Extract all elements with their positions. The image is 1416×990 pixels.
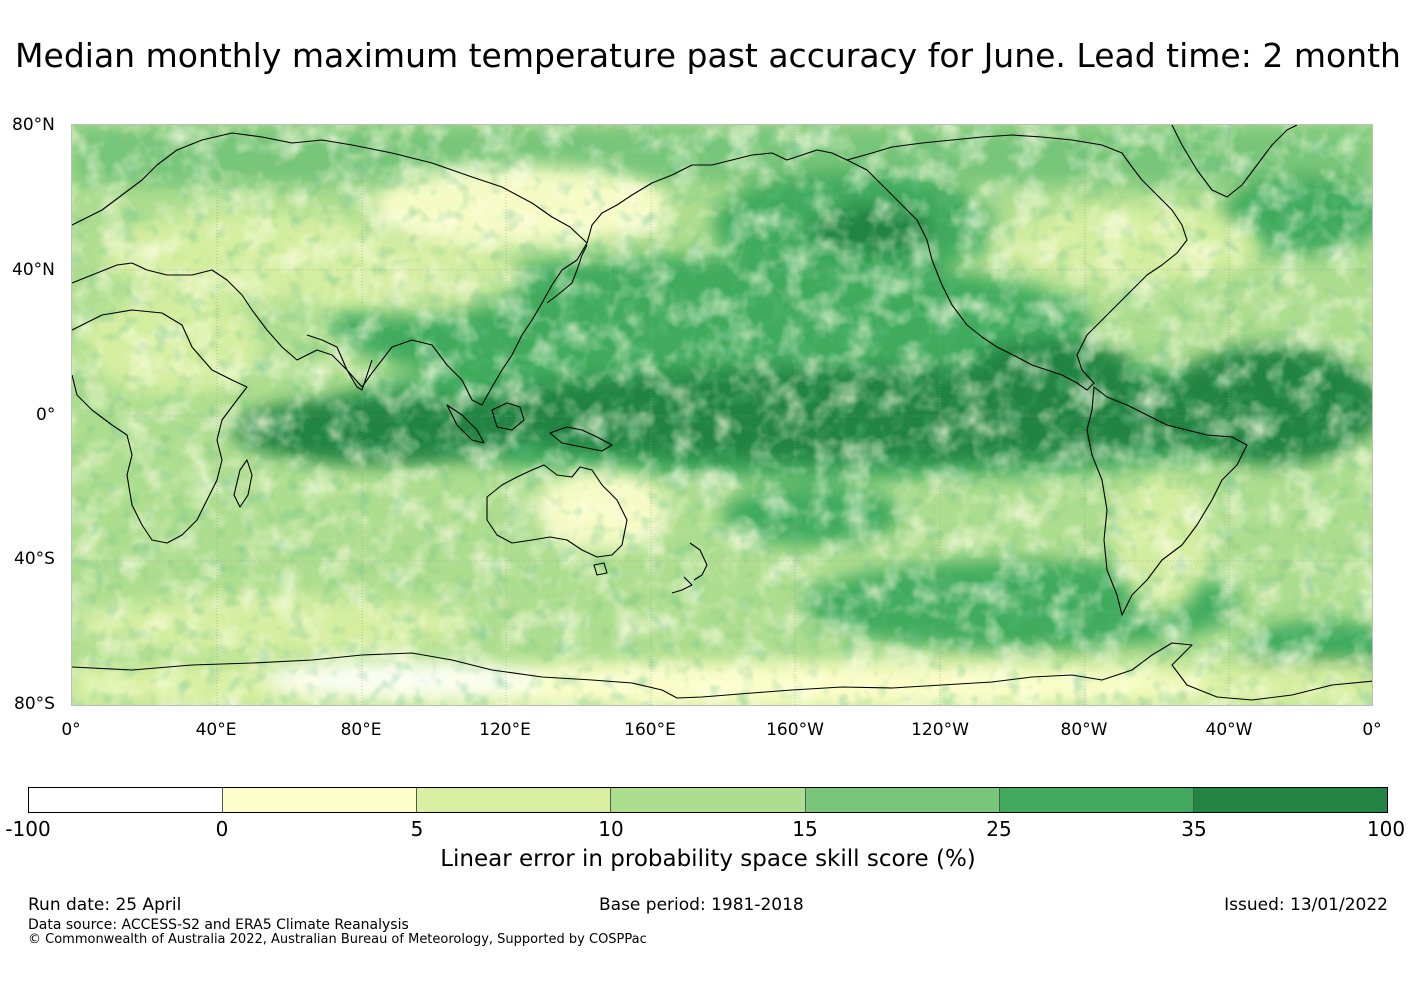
colorbar-tick: 15	[792, 817, 818, 841]
coastline-new-guinea	[549, 426, 613, 452]
colorbar-segment-7	[1192, 788, 1387, 812]
colorbar-tick: 0	[215, 817, 229, 841]
lon-label-120e: 120°E	[479, 720, 531, 740]
run-date: Run date: 25 April	[28, 895, 182, 915]
skill-score-map	[71, 124, 1373, 706]
lon-label-0-east: 0°	[1362, 720, 1382, 740]
coastline-south-america	[1086, 386, 1248, 616]
speckle-dark	[72, 125, 1372, 705]
coastline-tasmania	[593, 562, 608, 576]
lat-label-80s: 80°S	[14, 694, 55, 714]
coastline-eurasia	[72, 132, 848, 406]
colorbar-tick: 10	[598, 817, 624, 841]
colorbar-tick: 35	[1181, 817, 1207, 841]
lat-label-40n: 40°N	[12, 260, 55, 280]
coastline-australia	[486, 464, 628, 558]
colorbar-segment-2	[222, 788, 417, 812]
lon-label-80w: 80°W	[1060, 720, 1108, 740]
colorbar-segment-4	[610, 788, 805, 812]
coastline-sumatra	[446, 404, 485, 444]
colorbar-segment-3	[416, 788, 611, 812]
lon-label-0-west: 0°	[61, 720, 81, 740]
coastline-north-america	[846, 134, 1188, 391]
data-source: Data source: ACCESS-S2 and ERA5 Climate …	[28, 917, 409, 933]
lat-label-80n: 80°N	[12, 115, 55, 135]
lon-label-40e: 40°E	[195, 720, 237, 740]
coastline-new-zealand	[671, 542, 708, 594]
coastline-india	[306, 334, 373, 391]
lat-label-equator: 0°	[36, 405, 56, 425]
colorbar-tick: 25	[986, 817, 1012, 841]
coastline-greenland	[1171, 125, 1298, 198]
base-period: Base period: 1981-2018	[599, 895, 804, 915]
lon-label-40w: 40°W	[1205, 720, 1253, 740]
copyright: © Commonwealth of Australia 2022, Austra…	[28, 932, 647, 947]
colorbar-tick: 100	[1366, 817, 1406, 841]
coastline-antarctica	[72, 642, 1372, 701]
lon-label-120w: 120°W	[911, 720, 969, 740]
lat-label-40s: 40°S	[14, 549, 55, 569]
issued-date: Issued: 13/01/2022	[1224, 895, 1388, 915]
colorbar-label: Linear error in probability space skill …	[440, 846, 976, 872]
coastline-borneo	[491, 402, 525, 431]
coastline-africa	[72, 309, 248, 544]
colorbar	[28, 787, 1388, 813]
coastline-madagascar	[233, 459, 253, 508]
colorbar-segment-1	[29, 788, 223, 812]
colorbar-tick: -100	[5, 817, 51, 841]
lon-label-160w: 160°W	[766, 720, 824, 740]
coastline-japan	[546, 244, 588, 304]
colorbar-segment-6	[998, 788, 1193, 812]
colorbar-segment-5	[804, 788, 999, 812]
graticule	[72, 125, 1372, 705]
lon-label-160e: 160°E	[624, 720, 676, 740]
coastlines	[72, 125, 1372, 701]
colorbar-tick: 5	[410, 817, 424, 841]
lon-label-80e: 80°E	[340, 720, 382, 740]
map-canvas	[72, 125, 1372, 705]
map-title: Median monthly maximum temperature past …	[15, 36, 1401, 75]
